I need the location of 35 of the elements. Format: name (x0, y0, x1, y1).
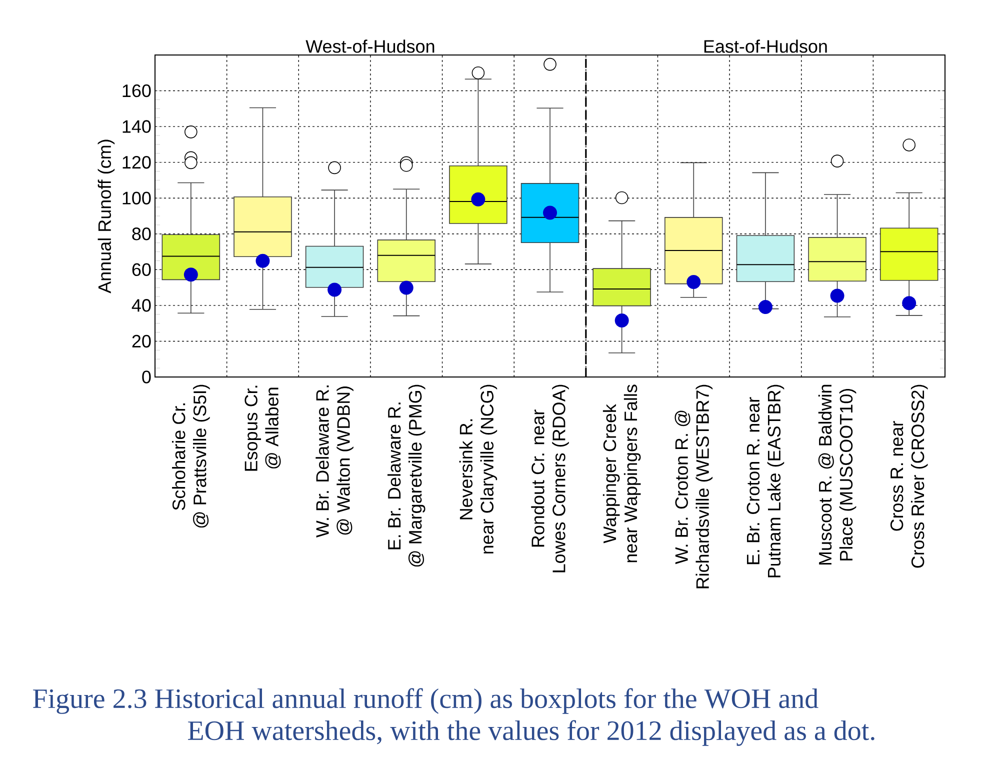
x-tick-label: Schoharie Cr. @ Prattsville (S5I) (172, 384, 210, 528)
x-tick-label: E. Br. Croton R. near Putnam Lake (EASTBR) (746, 384, 784, 578)
point (399, 280, 414, 295)
x-tick-label: W. Br. Croton R. @ Richardsville (WESTBR7) (674, 384, 713, 588)
text: East-of-Hudson (704, 40, 827, 53)
y-tick-label: 20 (132, 334, 151, 348)
text: West-of-Hudson (306, 40, 434, 53)
y-tick-label: 140 (122, 120, 151, 133)
y-tick-label: 60 (132, 263, 151, 276)
x-tick-label: Cross R. near Cross River (CROSS2) (890, 384, 928, 568)
y-tick-label: 0 (142, 370, 151, 384)
x-tick-label: Rondout Cr. near Lowes Corners (RDOA) (531, 384, 569, 572)
y-axis-title: Annual Runoff (cm) (98, 140, 115, 294)
point (328, 282, 342, 297)
point (614, 313, 629, 328)
x-tick-label: E. Br. Delaware R. @ Margaretville (PMG) (387, 384, 426, 567)
caption: Figure 2.3 Historical annual runoff (cm) as boxplots for the WOH and EOH watersheds, with the values for 2012 displayed as a dot. (33, 688, 874, 746)
point (184, 268, 198, 282)
x-tick-label: Muscoot R. @ Baldwin Place (MUSCOOT10) (818, 384, 856, 565)
x-tick-label: W. Br. Delaware R. @ Walton (WDBN) (316, 386, 354, 538)
point (758, 300, 772, 314)
point (830, 288, 844, 303)
y-tick-label: 80 (132, 228, 151, 240)
point (256, 254, 270, 268)
point (902, 296, 916, 310)
y-tick-label: 100 (122, 192, 151, 204)
x-tick-label: Neversink R. near Claryville (NCG) (459, 384, 498, 554)
point (471, 192, 486, 206)
point (543, 206, 558, 220)
y-tick-label: 160 (122, 84, 151, 98)
point (686, 275, 701, 289)
x-tick-label: Esopus Cr. @ Allaben (244, 386, 281, 471)
x-tick-label: Wappinger Creek near Wappingers Falls (602, 384, 641, 562)
y-tick-label: 40 (132, 299, 151, 312)
y-tick-label: 120 (122, 156, 151, 169)
